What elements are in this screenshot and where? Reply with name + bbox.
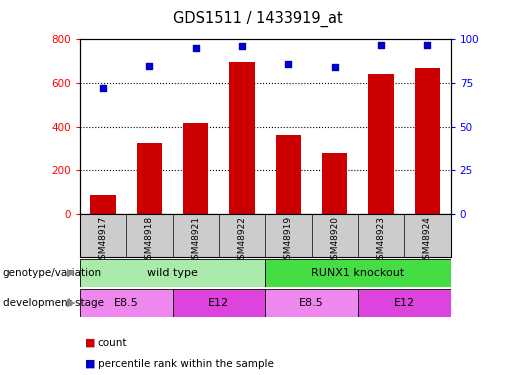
Text: ■: ■: [85, 338, 95, 348]
Bar: [183, 123, 209, 214]
Point: [284, 61, 293, 67]
Text: E12: E12: [393, 298, 415, 308]
Point: [192, 45, 200, 51]
Bar: [265, 289, 358, 317]
Bar: [229, 62, 255, 214]
Text: wild type: wild type: [147, 268, 198, 278]
Bar: [358, 289, 451, 317]
Bar: [415, 68, 440, 214]
Point: [99, 85, 107, 91]
Bar: [173, 289, 265, 317]
Bar: [80, 289, 173, 317]
Text: GSM48920: GSM48920: [330, 216, 339, 265]
Text: count: count: [98, 338, 127, 348]
Point: [423, 42, 432, 48]
Text: percentile rank within the sample: percentile rank within the sample: [98, 359, 274, 369]
Bar: [322, 153, 348, 214]
Bar: [265, 259, 451, 287]
Bar: [136, 143, 162, 214]
Text: E8.5: E8.5: [114, 298, 139, 308]
Point: [238, 44, 246, 50]
Text: genotype/variation: genotype/variation: [3, 268, 101, 278]
Text: ■: ■: [85, 359, 95, 369]
Text: GSM48922: GSM48922: [237, 216, 247, 265]
Point: [377, 42, 385, 48]
Text: ▶: ▶: [67, 298, 76, 308]
Text: GSM48923: GSM48923: [376, 216, 386, 265]
Text: GSM48921: GSM48921: [191, 216, 200, 265]
Point: [145, 63, 153, 69]
Text: RUNX1 knockout: RUNX1 knockout: [311, 268, 405, 278]
Bar: [276, 135, 301, 214]
Point: [331, 64, 339, 70]
Bar: [368, 74, 394, 214]
Bar: [90, 195, 116, 214]
Bar: [80, 259, 265, 287]
Text: E12: E12: [208, 298, 230, 308]
Text: GDS1511 / 1433919_at: GDS1511 / 1433919_at: [173, 11, 342, 27]
Text: GSM48918: GSM48918: [145, 216, 154, 265]
Text: ▶: ▶: [67, 268, 76, 278]
Text: GSM48919: GSM48919: [284, 216, 293, 265]
Text: development stage: development stage: [3, 298, 104, 308]
Text: E8.5: E8.5: [299, 298, 324, 308]
Text: GSM48917: GSM48917: [98, 216, 108, 265]
Text: GSM48924: GSM48924: [423, 216, 432, 265]
